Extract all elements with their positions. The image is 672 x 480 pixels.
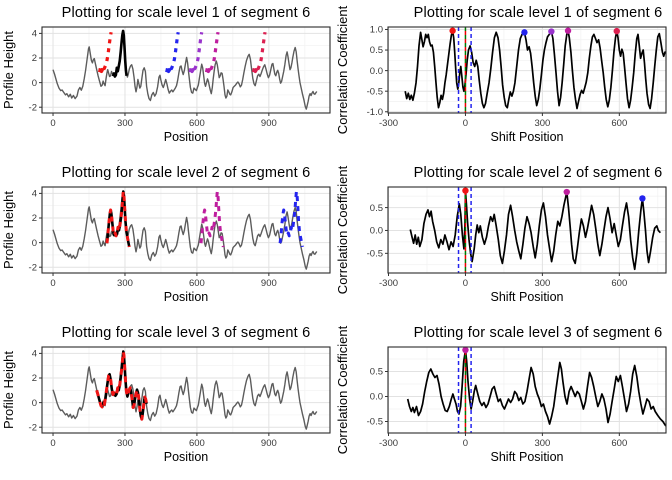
svg-text:Plotting for scale level 3 of: Plotting for scale level 3 of segment 6 [414,325,663,341]
svg-text:4: 4 [32,189,37,200]
svg-text:0: 0 [32,398,37,409]
chart-correlation-scale-3: -300 0 300 600 -0.5 0.0 0.5 Shift Position Corre… [336,325,667,464]
svg-text:-300: -300 [379,118,398,129]
svg-text:300: 300 [117,118,133,129]
svg-text:600: 600 [189,278,205,289]
svg-text:900: 900 [261,118,277,129]
svg-text:Correlation Coefficient: Correlation Coefficient [336,165,350,294]
svg-text:0.0: 0.0 [370,226,383,237]
svg-text:0.5: 0.5 [370,367,383,378]
svg-text:0.5: 0.5 [370,203,383,214]
svg-text:Plotting for scale level 1 of: Plotting for scale level 1 of segment 6 [62,5,311,21]
svg-text:300: 300 [534,438,550,449]
svg-text:Shift Position: Shift Position [491,130,564,144]
svg-text:Profile Height: Profile Height [1,191,16,269]
svg-text:0: 0 [50,118,55,129]
plot-correlation-scale-2: -300 0 300 600 -0.5 0.0 0.5 Shift Position Corre… [336,160,672,320]
svg-text:4: 4 [32,349,37,360]
chart-profile-scale-2: 0 300 600 900 -2 0 2 4 Position Profile Height Plo… [1,165,331,304]
svg-text:0: 0 [463,118,468,129]
svg-text:Profile Height: Profile Height [1,31,16,109]
svg-text:600: 600 [611,278,627,289]
svg-text:Position: Position [164,130,209,144]
svg-text:-300: -300 [379,278,398,289]
svg-text:Shift Position: Shift Position [491,290,564,304]
svg-text:-0.5: -0.5 [367,86,383,97]
svg-text:Shift Position: Shift Position [491,450,564,464]
svg-text:900: 900 [261,278,277,289]
svg-text:-0.5: -0.5 [367,249,383,260]
svg-text:0: 0 [32,238,37,249]
plot-profile-scale-1: 0 300 600 900 -2 0 2 4 Position Profile Height Plo… [0,0,336,160]
svg-text:Plotting for scale level 3 of: Plotting for scale level 3 of segment 6 [62,325,311,341]
svg-text:300: 300 [117,438,133,449]
svg-text:0: 0 [463,278,468,289]
svg-text:-1.0: -1.0 [367,107,383,118]
svg-text:-0.5: -0.5 [367,417,383,428]
svg-text:600: 600 [189,118,205,129]
svg-text:-2: -2 [29,262,37,273]
svg-text:Position: Position [164,290,209,304]
chart-profile-scale-3: 0 300 600 900 -2 0 2 4 Position Profile Height Plo… [1,325,331,464]
svg-text:Position: Position [164,450,209,464]
svg-text:Correlation Coefficient: Correlation Coefficient [336,5,350,134]
svg-text:300: 300 [117,278,133,289]
svg-text:Plotting for scale level 2 of: Plotting for scale level 2 of segment 6 [62,165,311,181]
svg-text:0.5: 0.5 [370,45,383,56]
svg-text:0.0: 0.0 [370,66,383,77]
svg-text:0: 0 [32,78,37,89]
svg-text:0.0: 0.0 [370,392,383,403]
plot-correlation-scale-3: -300 0 300 600 -0.5 0.0 0.5 Shift Position Corre… [336,320,672,480]
svg-text:2: 2 [32,53,37,64]
chart-correlation-scale-2: -300 0 300 600 -0.5 0.0 0.5 Shift Position Corre… [336,165,667,304]
svg-text:Plotting for scale level 2 of: Plotting for scale level 2 of segment 6 [414,165,663,181]
svg-text:0: 0 [463,438,468,449]
svg-text:Correlation Coefficient: Correlation Coefficient [336,325,350,454]
svg-text:600: 600 [611,118,627,129]
svg-text:-300: -300 [379,438,398,449]
svg-text:0: 0 [50,278,55,289]
svg-text:600: 600 [611,438,627,449]
svg-text:300: 300 [534,278,550,289]
svg-text:300: 300 [534,118,550,129]
plot-profile-scale-3: 0 300 600 900 -2 0 2 4 Position Profile Height Plo… [0,320,336,480]
svg-text:0: 0 [50,438,55,449]
svg-text:-2: -2 [29,102,37,113]
plot-profile-scale-2: 0 300 600 900 -2 0 2 4 Position Profile Height Plo… [0,160,336,320]
chart-profile-scale-1: 0 300 600 900 -2 0 2 4 Position Profile Height Plo… [1,5,331,144]
svg-text:600: 600 [189,438,205,449]
svg-text:2: 2 [32,213,37,224]
svg-text:Profile Height: Profile Height [1,351,16,429]
svg-text:2: 2 [32,373,37,384]
svg-text:900: 900 [261,438,277,449]
svg-text:Plotting for scale level 1 of: Plotting for scale level 1 of segment 6 [414,5,663,21]
svg-text:1.0: 1.0 [370,25,383,36]
svg-text:-2: -2 [29,422,37,433]
chart-correlation-scale-1: -300 0 300 600 -1.0 -0.5 0.0 0.5 1.0 Shift Positi… [336,5,667,144]
plot-correlation-scale-1: -300 0 300 600 -1.0 -0.5 0.0 0.5 1.0 Shift Positi… [336,0,672,160]
svg-text:4: 4 [32,29,37,40]
